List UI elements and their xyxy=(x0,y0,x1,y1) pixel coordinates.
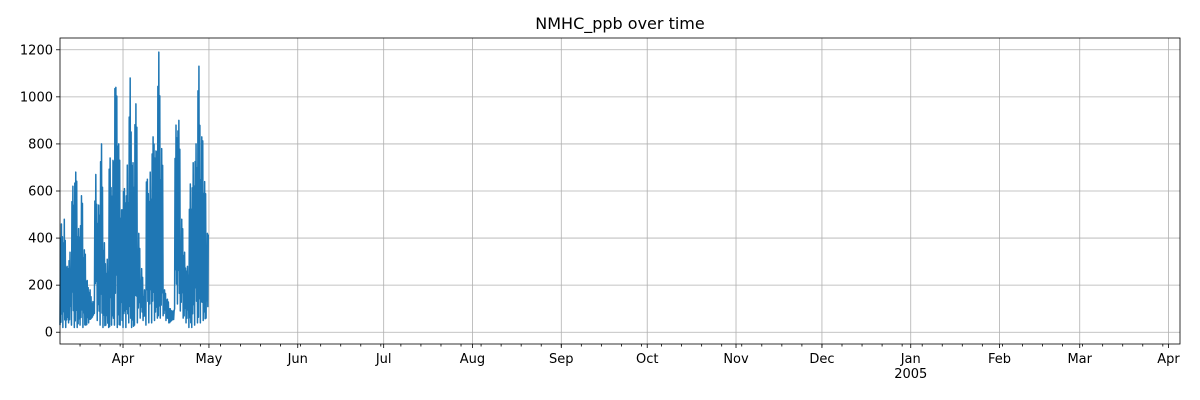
x-tick-year-label: 2005 xyxy=(894,367,927,382)
y-tick-label: 800 xyxy=(28,137,53,152)
x-tick-label: May xyxy=(196,352,223,367)
x-tick-label: Jan xyxy=(900,352,921,367)
x-tick-label: Jun xyxy=(287,352,308,367)
chart-title: NMHC_ppb over time xyxy=(535,14,704,34)
x-tick-label: Dec xyxy=(809,352,834,367)
axis-ticks: 0 200 400 600 800 1000 1200 Apr May Jun Jul Aug Sep O… xyxy=(20,43,1181,382)
y-tick-label: 400 xyxy=(28,232,53,247)
x-tick-label: Aug xyxy=(460,352,485,367)
x-tick-label: Apr xyxy=(1157,352,1180,367)
data-series xyxy=(59,51,209,329)
series-line xyxy=(59,51,209,329)
y-tick-label: 0 xyxy=(45,326,53,341)
x-tick-label: Jul xyxy=(375,352,392,367)
x-tick-label: Apr xyxy=(112,352,135,367)
y-tick-label: 600 xyxy=(28,185,53,200)
x-tick-label: Mar xyxy=(1067,352,1092,367)
y-tick-label: 200 xyxy=(28,279,53,294)
x-tick-label: Feb xyxy=(988,352,1011,367)
x-tick-label: Oct xyxy=(636,352,658,367)
y-tick-label: 1000 xyxy=(20,90,53,105)
x-tick-label: Sep xyxy=(549,352,574,367)
y-tick-label: 1200 xyxy=(20,43,53,58)
x-tick-label: Nov xyxy=(723,352,749,367)
grid-lines xyxy=(60,38,1180,344)
